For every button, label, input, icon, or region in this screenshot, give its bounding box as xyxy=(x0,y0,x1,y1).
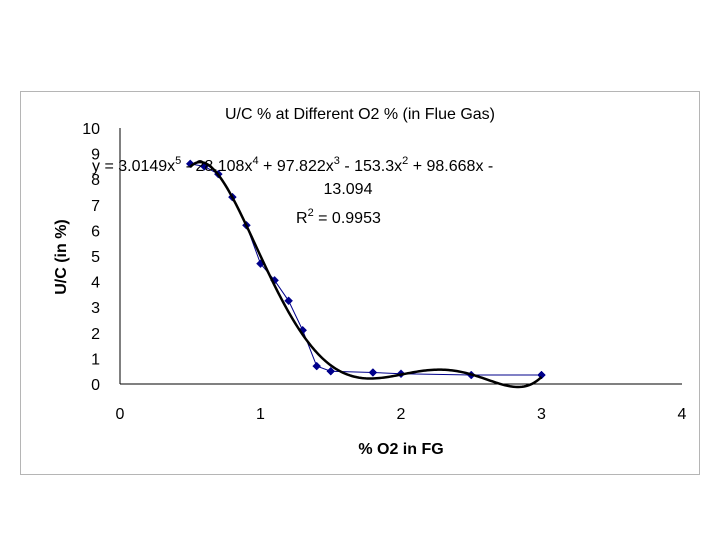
y-tick-label: 7 xyxy=(91,198,100,215)
y-tick-label: 9 xyxy=(91,147,100,164)
trendline-curve xyxy=(189,160,543,389)
x-tick-label: 3 xyxy=(537,406,546,423)
x-axis-label: % O2 in FG xyxy=(358,441,443,458)
y-tick-label: 10 xyxy=(82,121,100,138)
trendline-equation-line1: y = 3.0149x5 - 28.108x4 + 97.822x3 - 153… xyxy=(92,155,493,175)
data-point-marker xyxy=(537,370,546,380)
y-tick-label: 8 xyxy=(91,172,100,189)
y-tick-label: 0 xyxy=(91,377,100,394)
y-tick-label: 6 xyxy=(91,223,100,240)
chart-frame xyxy=(20,91,700,475)
x-tick-label: 1 xyxy=(256,406,265,423)
y-tick-label: 4 xyxy=(91,275,100,292)
x-axis-ticks: 0 1 2 3 4 xyxy=(116,406,687,423)
chart-title: U/C % at Different O2 % (in Flue Gas) xyxy=(225,106,495,123)
y-tick-label: 5 xyxy=(91,249,100,266)
x-tick-label: 4 xyxy=(678,406,687,423)
data-point-marker xyxy=(368,368,378,377)
trendline-equation-line2: 13.094 xyxy=(324,181,373,198)
x-tick-label: 2 xyxy=(397,406,406,423)
y-axis-label: U/C (in %) xyxy=(53,219,70,295)
data-point-marker xyxy=(312,361,322,371)
x-tick-label: 0 xyxy=(116,406,125,423)
y-tick-label: 2 xyxy=(91,326,100,343)
y-tick-label: 3 xyxy=(91,300,100,317)
trendline-layer xyxy=(189,160,543,389)
r-squared-label: R2 = 0.9953 xyxy=(296,207,381,227)
y-tick-label: 1 xyxy=(91,351,100,368)
y-axis-ticks: 0 1 2 3 4 5 6 7 8 9 10 xyxy=(82,121,100,394)
data-point-marker xyxy=(326,366,336,376)
data-point-marker xyxy=(284,296,293,306)
